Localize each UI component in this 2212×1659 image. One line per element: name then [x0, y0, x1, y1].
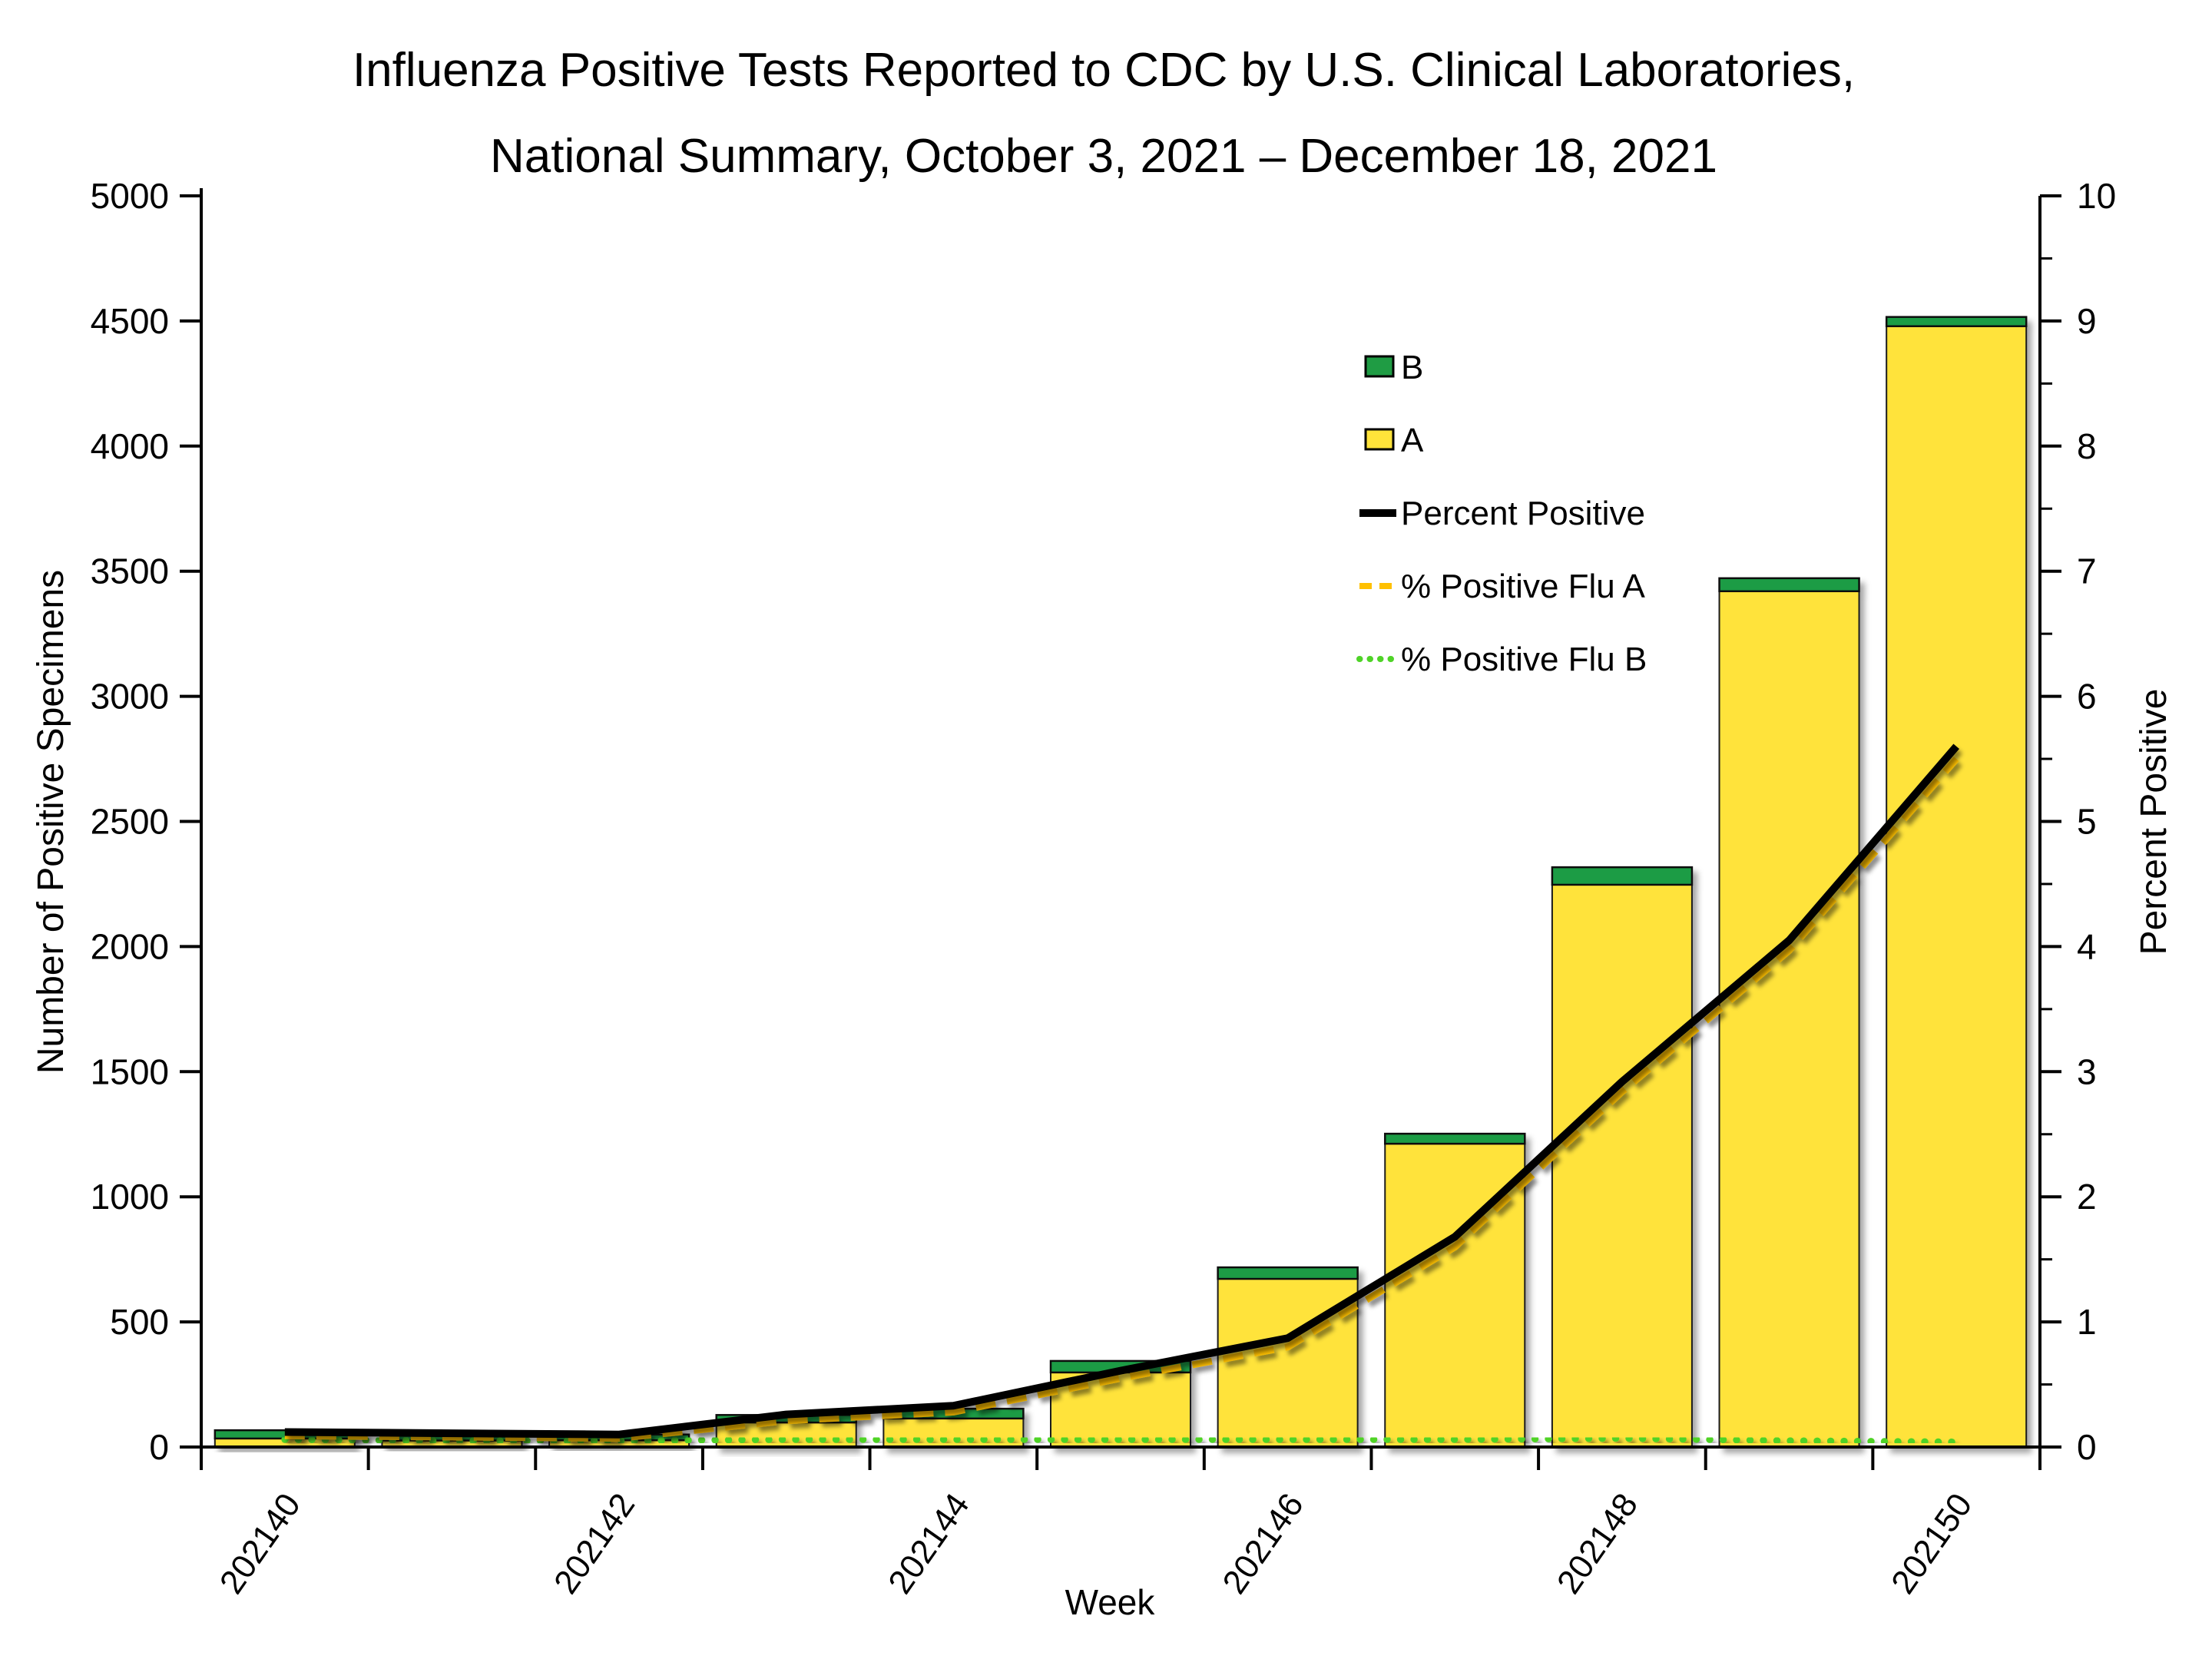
legend-label: % Positive Flu A	[1401, 568, 1646, 605]
left-tick-label: 4000	[91, 426, 169, 466]
legend-item-b: B	[1364, 349, 1423, 386]
left-tick-label: 1500	[91, 1051, 169, 1091]
bar-flu-b	[1217, 1266, 1359, 1280]
bar-week-202149	[1718, 577, 1860, 1448]
right-tick-label: 3	[2077, 1051, 2097, 1091]
x-axis-title: Week	[1065, 1582, 1156, 1622]
right-tick-label: 9	[2077, 301, 2097, 341]
line-series-group	[281, 743, 1960, 1445]
left-tick-label: 3500	[91, 551, 169, 591]
x-tick-label: 202140	[213, 1487, 308, 1601]
right-axis-title: Percent Positive	[2134, 689, 2174, 955]
bar-week-202147	[1384, 1132, 1526, 1448]
x-tick-label: 202146	[1215, 1487, 1310, 1601]
percent-positive-line	[284, 743, 1959, 1439]
bar-week-202150	[1885, 316, 2028, 1448]
left-tick-label: 3000	[91, 677, 169, 717]
right-tick-label: 4	[2077, 926, 2097, 966]
right-tick-label: 1	[2077, 1302, 2097, 1342]
legend-swatch	[1364, 355, 1395, 378]
left-tick-label: 5000	[91, 176, 169, 216]
x-tick-label: 202144	[881, 1487, 976, 1601]
bar-flu-b	[1384, 1132, 1526, 1145]
bar-series-group	[214, 316, 2028, 1449]
left-axis-title: Number of Positive Specimens	[31, 570, 71, 1074]
right-tick-label: 5	[2077, 802, 2097, 842]
pct-positive-flu-a-line	[284, 757, 1959, 1442]
bar-flu-a	[1886, 325, 2028, 1448]
bar-week-202148	[1551, 866, 1694, 1448]
right-tick-label: 0	[2077, 1427, 2097, 1467]
legend-item--positive-flu-a: % Positive Flu A	[1359, 568, 1646, 605]
bar-flu-b	[1718, 577, 1860, 593]
legend-label: B	[1401, 349, 1423, 386]
right-tick-label: 6	[2077, 677, 2097, 717]
x-tick-label: 202148	[1550, 1487, 1645, 1601]
legend-label: A	[1401, 422, 1424, 459]
pct-positive-flu-b-line	[281, 1435, 1960, 1445]
bar-flu-b	[1885, 316, 2028, 327]
bar-flu-b	[1551, 866, 1694, 886]
left-tick-label: 2500	[91, 802, 169, 842]
legend-label: Percent Positive	[1401, 495, 1645, 532]
right-tick-label: 7	[2077, 551, 2097, 591]
left-tick-label: 4500	[91, 301, 169, 341]
legend-item-percent-positive: Percent Positive	[1359, 495, 1645, 532]
bar-flu-a	[1718, 590, 1860, 1448]
chart-title-line1: Influenza Positive Tests Reported to CDC…	[353, 44, 1855, 97]
right-tick-label: 8	[2077, 426, 2097, 466]
legend-item-a: A	[1364, 422, 1424, 459]
x-tick-label: 202150	[1884, 1487, 1979, 1601]
legend-swatch	[1364, 428, 1395, 451]
x-tick-label: 202142	[547, 1487, 642, 1601]
right-tick-label: 10	[2077, 176, 2116, 216]
chart-title-line2: National Summary, October 3, 2021 – Dece…	[490, 130, 1717, 183]
left-tick-label: 0	[149, 1427, 169, 1467]
left-tick-label: 500	[110, 1302, 169, 1342]
legend-item--positive-flu-b: % Positive Flu B	[1356, 641, 1647, 678]
legend: BA Percent Positive % Positive Flu A % Posi…	[1356, 349, 1647, 678]
bar-flu-a	[1551, 883, 1693, 1448]
legend-label: % Positive Flu B	[1401, 641, 1647, 678]
right-tick-label: 2	[2077, 1177, 2097, 1217]
left-tick-label: 1000	[91, 1177, 169, 1217]
left-tick-label: 2000	[91, 926, 169, 966]
